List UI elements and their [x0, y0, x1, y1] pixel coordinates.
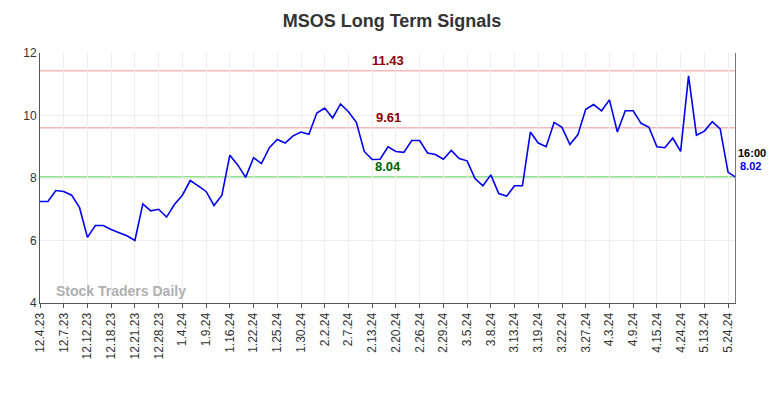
svg-text:12.28.23: 12.28.23	[152, 312, 166, 359]
svg-text:12.18.23: 12.18.23	[104, 312, 118, 359]
svg-text:1.25.24: 1.25.24	[270, 312, 284, 352]
svg-text:4.3.24: 4.3.24	[602, 312, 616, 346]
svg-text:1.22.24: 1.22.24	[246, 312, 260, 352]
svg-text:2.29.24: 2.29.24	[436, 312, 450, 352]
svg-text:1.30.24: 1.30.24	[294, 312, 308, 352]
svg-text:2.13.24: 2.13.24	[365, 312, 379, 352]
svg-text:3.27.24: 3.27.24	[579, 312, 593, 352]
svg-text:2.7.24: 2.7.24	[341, 312, 355, 346]
svg-text:3.13.24: 3.13.24	[507, 312, 521, 352]
svg-text:3.19.24: 3.19.24	[531, 312, 545, 352]
svg-text:9.61: 9.61	[376, 110, 401, 125]
svg-text:11.43: 11.43	[372, 53, 404, 68]
svg-text:8.04: 8.04	[375, 159, 401, 174]
svg-text:4: 4	[30, 296, 37, 310]
svg-text:Stock Traders Daily: Stock Traders Daily	[56, 283, 186, 299]
svg-text:1.9.24: 1.9.24	[199, 312, 213, 346]
svg-text:10: 10	[23, 109, 37, 123]
svg-text:3.22.24: 3.22.24	[555, 312, 569, 352]
svg-text:6: 6	[30, 234, 37, 248]
svg-text:4.24.24: 4.24.24	[674, 312, 688, 352]
svg-text:1.4.24: 1.4.24	[175, 312, 189, 346]
svg-text:12.4.23: 12.4.23	[33, 312, 47, 352]
svg-text:3.5.24: 3.5.24	[460, 312, 474, 346]
svg-text:16:00: 16:00	[738, 147, 766, 159]
svg-text:4.9.24: 4.9.24	[626, 312, 640, 346]
svg-text:12.21.23: 12.21.23	[128, 312, 142, 359]
svg-text:4.15.24: 4.15.24	[650, 312, 664, 352]
svg-text:12: 12	[23, 46, 37, 60]
svg-text:2.20.24: 2.20.24	[389, 312, 403, 352]
svg-text:5.13.24: 5.13.24	[697, 312, 711, 352]
svg-text:8: 8	[30, 171, 37, 185]
svg-text:12.7.23: 12.7.23	[57, 312, 71, 352]
svg-text:3.8.24: 3.8.24	[484, 312, 498, 346]
svg-text:5.24.24: 5.24.24	[721, 312, 735, 352]
svg-text:MSOS Long Term Signals: MSOS Long Term Signals	[283, 11, 502, 31]
svg-text:2.26.24: 2.26.24	[413, 312, 427, 352]
svg-text:2.2.24: 2.2.24	[318, 312, 332, 346]
svg-text:8.02: 8.02	[740, 160, 761, 172]
svg-text:1.16.24: 1.16.24	[223, 312, 237, 352]
svg-text:12.12.23: 12.12.23	[80, 312, 94, 359]
